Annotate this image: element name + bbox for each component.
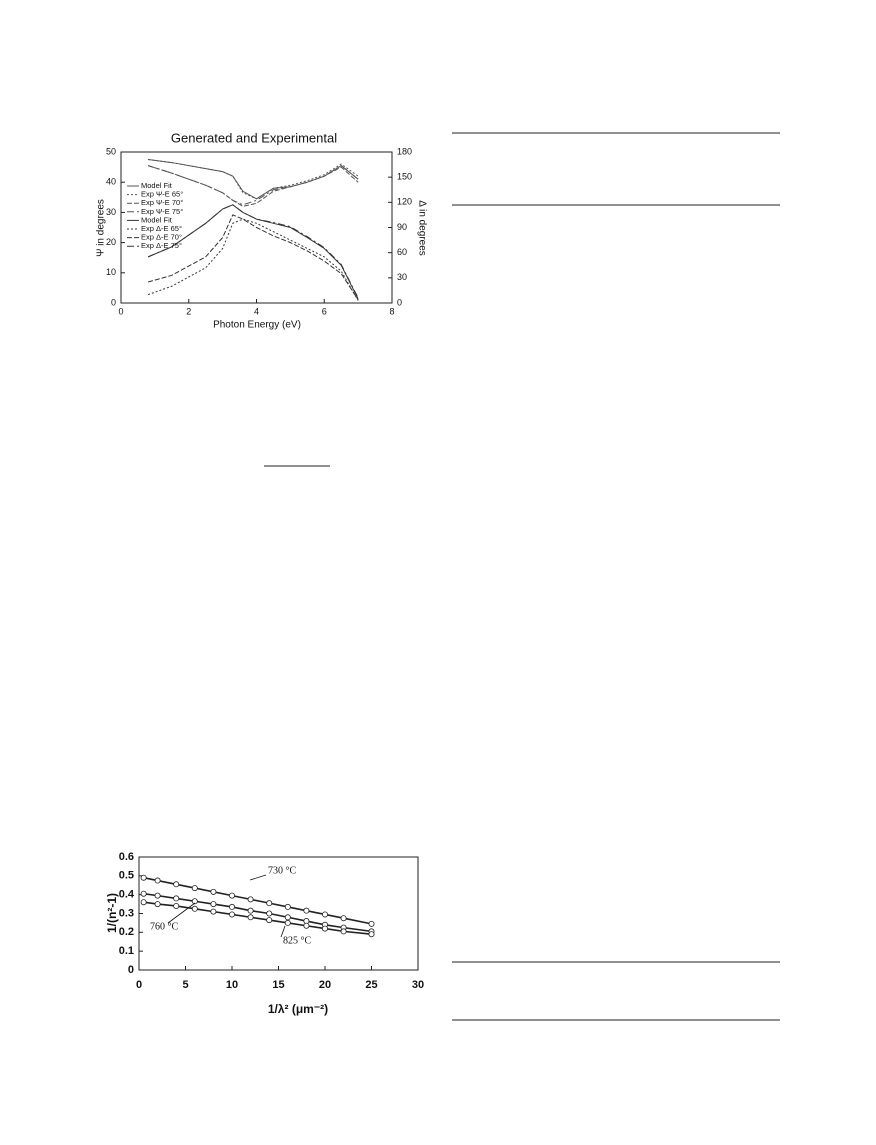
data-point (247, 914, 254, 921)
y-tick-label: 20 (106, 237, 116, 247)
data-line (147, 218, 359, 301)
data-point (368, 920, 375, 927)
annotation-arrow (167, 902, 196, 924)
data-point (140, 899, 147, 906)
annotation-arrow (249, 874, 267, 881)
annotation: 730 °C (268, 865, 296, 876)
y-tick-label: 0.3 (119, 907, 134, 919)
y2-tick-label: 120 (397, 197, 412, 207)
annotation: 760 °C (150, 921, 178, 932)
data-point (140, 874, 147, 881)
data-line (148, 159, 359, 200)
data-point (228, 903, 235, 910)
x-axis-title: Photon Energy (eV) (213, 320, 301, 331)
y2-tick-label: 150 (397, 172, 412, 182)
data-point (154, 892, 161, 899)
data-point (228, 892, 235, 899)
data-point (191, 898, 198, 905)
annotation-arrow (280, 925, 286, 938)
data-point (140, 890, 147, 897)
data-point (266, 910, 273, 917)
x-tick-label: 5 (182, 979, 188, 991)
legend-label: Model Fit (141, 181, 173, 190)
legend-label: Exp Ψ-E 70° (141, 198, 183, 207)
y-axis-title: 1/(n²-1) (105, 893, 119, 933)
data-point (266, 917, 273, 924)
data-point (210, 901, 217, 908)
data-point (284, 903, 291, 910)
data-point (191, 885, 198, 892)
data-point (303, 922, 310, 929)
data-point (154, 877, 161, 884)
x-tick-label: 10 (226, 979, 238, 991)
data-point (191, 905, 198, 912)
y-tick-label: 50 (106, 146, 116, 156)
y-tick-label: 0.5 (119, 870, 134, 882)
legend-label: Model Fit (141, 215, 173, 224)
legend-label: Exp Δ-E 75° (141, 241, 182, 250)
data-point (266, 900, 273, 907)
y-tick-label: 0.6 (119, 851, 134, 863)
y2-tick-label: 0 (397, 297, 402, 307)
y2-tick-label: 30 (397, 272, 407, 282)
legend-label: Exp Ψ-E 75° (141, 207, 183, 216)
data-line (147, 204, 359, 299)
x-tick-label: 4 (254, 306, 259, 316)
data-line (147, 214, 359, 300)
data-point (247, 907, 254, 914)
data-point (173, 902, 180, 909)
x-tick-label: 8 (389, 306, 394, 316)
data-point (173, 895, 180, 902)
legend-label: Exp Δ-E 65° (141, 224, 182, 233)
y-tick-label: 0 (128, 964, 134, 976)
y2-tick-label: 60 (397, 247, 407, 257)
data-point (321, 925, 328, 932)
x-tick-label: 25 (365, 979, 377, 991)
data-point (247, 896, 254, 903)
x-tick-label: 20 (319, 979, 331, 991)
chart-title: Generated and Experimental (171, 130, 337, 145)
data-point (210, 888, 217, 895)
data-point (228, 911, 235, 918)
data-line (147, 164, 359, 206)
data-point (321, 911, 328, 918)
x-tick-label: 0 (118, 306, 123, 316)
data-point (340, 928, 347, 935)
data-point (303, 907, 310, 914)
x-tick-label: 15 (272, 979, 284, 991)
data-point (284, 914, 291, 921)
y2-tick-label: 90 (397, 222, 407, 232)
data-point (210, 908, 217, 915)
y2-tick-label: 180 (397, 146, 412, 156)
x-tick-label: 30 (412, 979, 424, 991)
x-tick-label: 0 (136, 979, 142, 991)
y-tick-label: 0.1 (119, 945, 134, 957)
legend-label: Exp Δ-E 70° (141, 233, 182, 242)
y-tick-label: 40 (106, 177, 116, 187)
data-point (154, 901, 161, 908)
y-axis-title: Ψ in degrees (96, 199, 107, 257)
x-axis-title: 1/λ² (μm⁻²) (268, 1002, 328, 1016)
data-point (340, 915, 347, 922)
data-point (284, 919, 291, 926)
y-tick-label: 0.2 (119, 926, 134, 938)
data-point (173, 881, 180, 888)
legend-label: Exp Ψ-E 65° (141, 190, 183, 199)
y-tick-label: 30 (106, 207, 116, 217)
x-tick-label: 2 (186, 306, 191, 316)
data-point (368, 931, 375, 938)
y-tick-label: 0.4 (119, 889, 135, 901)
y-tick-label: 0 (111, 297, 116, 307)
y-tick-label: 10 (106, 267, 116, 277)
y2-axis-title: Δ in degrees (416, 200, 427, 256)
x-tick-label: 6 (322, 306, 327, 316)
annotation: 825 °C (283, 935, 311, 946)
